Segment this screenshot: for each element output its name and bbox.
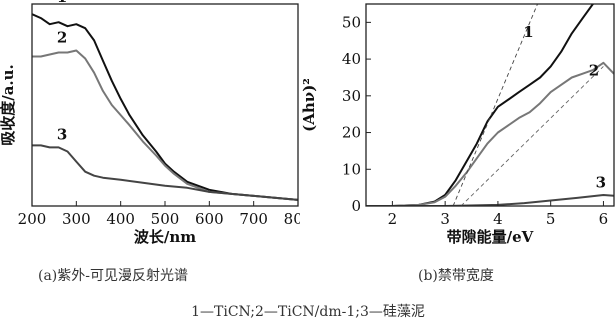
plot-frame <box>365 3 615 207</box>
series-line-2 <box>366 61 614 206</box>
x-tick-label: 300 <box>62 210 91 228</box>
x-tick-label: 700 <box>239 210 268 228</box>
legend-note: 1—TiCN;2—TiCN/dm-1;3—硅藻泥 <box>191 304 425 320</box>
x-tick-label: 6 <box>599 210 609 228</box>
y-tick-label: 10 <box>342 160 361 178</box>
series-line-1 <box>32 13 298 201</box>
curve-label-3: 3 <box>596 174 606 192</box>
y-axis-title: (Ahν)² <box>300 78 318 132</box>
plot-frame <box>31 3 299 207</box>
x-tick-label: 5 <box>546 210 556 228</box>
y-tick-label: 50 <box>342 13 361 31</box>
tangent-line <box>452 4 538 206</box>
curve-label-1: 1 <box>57 0 67 6</box>
x-tick-label: 600 <box>195 210 224 228</box>
series-line-3 <box>366 194 614 206</box>
x-tick-label: 200 <box>18 210 47 228</box>
y-tick-label: 0 <box>351 197 361 215</box>
x-tick-label: 400 <box>106 210 135 228</box>
y-tick-label: 30 <box>342 87 361 105</box>
caption-band-gap: (b)禁带宽度 <box>418 268 494 284</box>
x-tick-label: 500 <box>151 210 180 228</box>
series-line-1 <box>366 4 595 206</box>
curve-label-1: 1 <box>523 23 533 41</box>
x-tick-label: 4 <box>493 210 503 228</box>
x-tick-label: 800 <box>284 210 300 228</box>
tangent-line <box>460 66 604 206</box>
series-line-3 <box>32 144 298 201</box>
x-tick-label: 2 <box>388 210 398 228</box>
x-axis-title: 带隙能量/eV <box>447 228 534 246</box>
curve-label-2: 2 <box>589 62 599 80</box>
y-tick-label: 40 <box>342 50 361 68</box>
series-line-2 <box>32 49 298 201</box>
x-axis-title: 波长/nm <box>134 228 196 246</box>
band-gap-chart: 2 3 4 5 6 0 10 20 30 40 50 带隙能量/eV (Ahν)² 1 2 3 <box>300 3 615 246</box>
caption-uv-vis: (a)紫外-可见漫反射光谱 <box>38 268 189 284</box>
curve-label-2: 2 <box>57 28 67 46</box>
uv-vis-absorbance-chart: 200 300 400 500 600 700 800 波长/nm 吸收度/a.u. 1 2 3 <box>0 0 300 246</box>
y-axis-title: 吸收度/a.u. <box>0 64 17 146</box>
y-tick-label: 20 <box>342 124 361 142</box>
x-tick-label: 3 <box>440 210 450 228</box>
curve-label-3: 3 <box>57 125 67 143</box>
